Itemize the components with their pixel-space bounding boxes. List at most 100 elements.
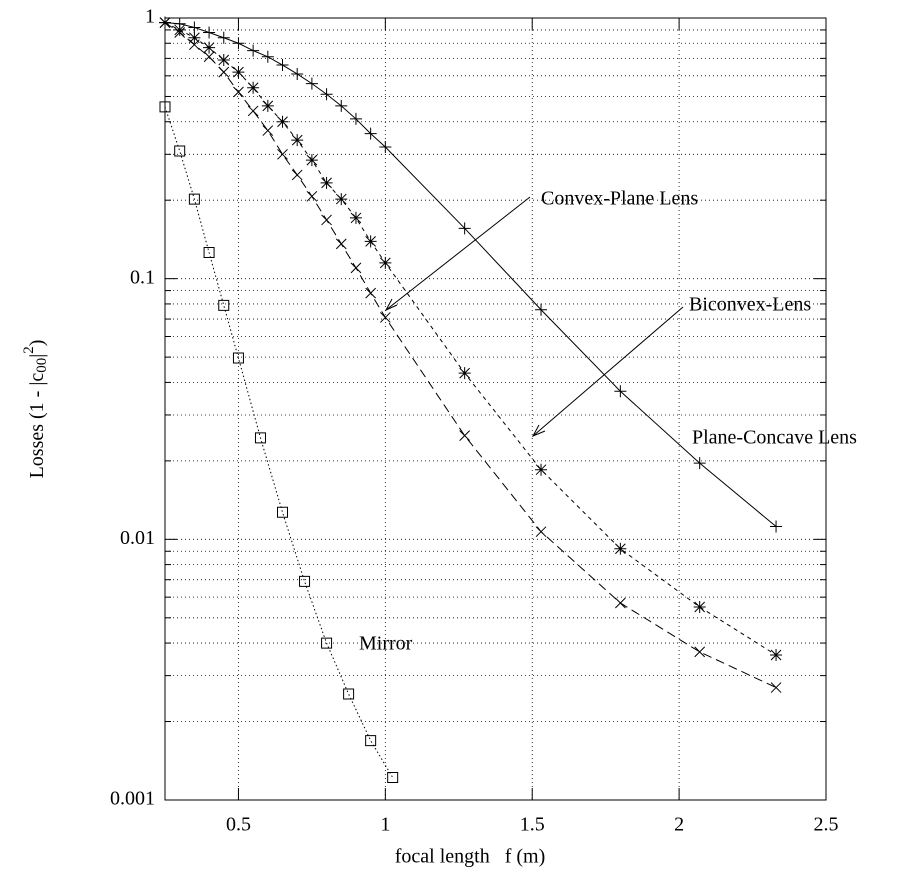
y-label-sub: 00 [34,358,50,373]
data-point [379,140,392,153]
data-point [379,312,391,323]
data-point [277,148,288,160]
data-point [535,526,547,538]
x-tick-label: 0.5 [226,814,251,836]
data-point [159,17,171,28]
data-point [379,256,392,269]
data-point [320,176,333,189]
data-point [188,31,201,44]
data-point [188,21,201,34]
series-label: Biconvex-Lens [689,294,811,316]
data-point [247,44,260,57]
data-point [247,81,260,94]
data-point [232,37,245,50]
data-point [203,51,215,63]
data-point [770,682,782,693]
data-point [276,115,289,128]
data-point [233,86,244,98]
arrow-head [531,424,546,438]
data-point [203,41,216,54]
y-label-sup: 2 [21,346,37,354]
data-point [232,352,244,364]
series-label: Plane-Concave Lens [692,427,857,449]
data-point [254,432,266,444]
data-point [291,67,304,80]
data-point [306,190,318,202]
data-point [343,688,355,700]
data-point [218,66,230,78]
data-point [693,601,706,614]
arrow [385,196,531,311]
series-line [164,106,394,778]
y-tick-label: 1 [145,6,155,28]
data-point [321,637,333,649]
data-point [614,385,627,398]
data-point [188,193,200,205]
data-point [277,506,289,518]
data-point [614,542,627,555]
data-point [535,463,548,476]
data-point [349,112,362,125]
data-point [203,26,216,39]
data-point [305,154,318,167]
data-point [365,287,376,299]
data-point [217,54,230,67]
y-axis-label: Losses (1 - |c00|2) [21,340,50,479]
series-label: Mirror [359,633,413,655]
data-point [349,211,362,224]
data-point [299,575,311,587]
data-point [174,145,186,157]
data-point [770,520,783,533]
data-point [174,27,186,38]
x-axis-label: focal length f (m) [395,846,546,868]
x-tick-label: 2 [674,814,684,836]
data-point [247,105,259,117]
data-point [218,299,230,311]
data-point [217,31,230,44]
data-point [321,214,332,226]
y-label-part: ) [26,340,48,347]
y-label-part: | [26,354,48,358]
annotation-arrows [384,196,684,438]
data-point [535,303,548,316]
data-point [335,238,347,250]
data-point [189,39,200,51]
series-line [164,22,777,527]
series-line [164,22,777,656]
data-point [365,735,377,747]
data-point [305,77,318,90]
series-line [164,22,777,689]
data-point [203,247,215,259]
arrow-head [384,298,398,312]
data-point [364,235,377,248]
y-tick-label: 0.01 [120,527,155,549]
data-point [232,66,245,79]
data-point [615,597,626,609]
x-tick-label: 1 [380,814,390,836]
data-point [320,88,333,101]
y-label-part: Losses (1 - |c [26,373,48,479]
x-tick-label: 2.5 [814,814,839,836]
data-point [291,134,304,147]
data-point [387,771,399,783]
data-point [335,193,348,206]
data-point [276,59,289,72]
data-point [262,125,274,136]
data-point [458,222,471,235]
data-point [458,367,471,380]
data-point [693,457,706,470]
data-point [261,99,274,112]
data-point [159,101,171,113]
y-tick-label: 0.001 [110,788,155,810]
arrow [532,306,684,437]
data-point [364,127,377,140]
data-point [173,23,186,36]
series-label: Convex-Plane Lens [541,188,698,210]
data-point [291,169,303,181]
y-tick-label: 0.1 [130,266,155,288]
data-point [770,648,783,661]
data-point [335,99,348,112]
data-point [694,646,706,658]
x-tick-label: 1.5 [520,814,545,836]
